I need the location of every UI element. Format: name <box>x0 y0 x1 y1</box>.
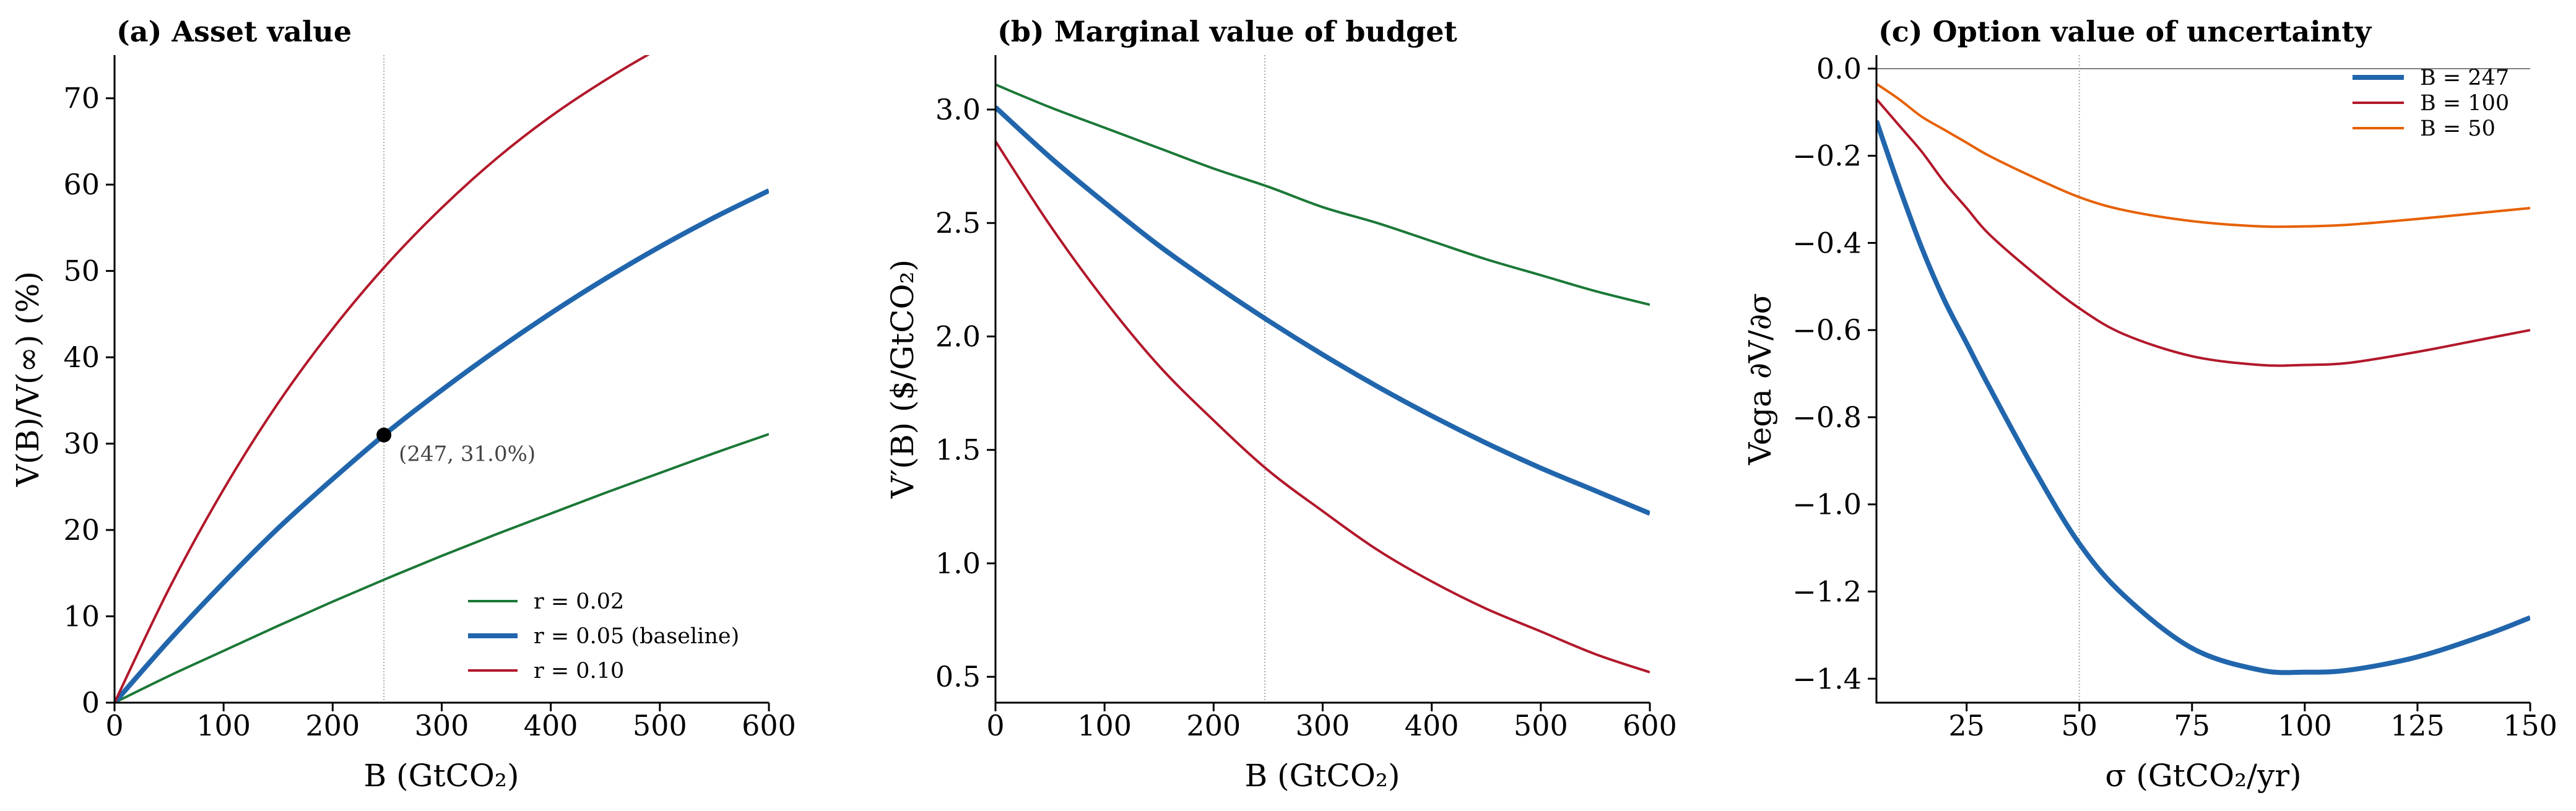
x-tick-label: 200 <box>1186 709 1241 742</box>
panel-title: (a) Asset value <box>116 15 352 48</box>
series-line-1 <box>995 105 1650 516</box>
y-tick-label: 0.0 <box>1816 52 1862 85</box>
series-line-2 <box>1876 82 2530 228</box>
x-axis-label: B (GtCO₂) <box>364 758 519 794</box>
point-annotation: (247, 31.0%) <box>399 442 536 467</box>
series-line-0 <box>1876 119 2530 675</box>
y-tick-label: 3.0 <box>935 93 981 126</box>
y-tick-label: −1.4 <box>1792 662 1862 695</box>
y-tick-label: 0.5 <box>935 660 981 693</box>
y-axis-label: V(B)/V(∞) (%) <box>10 271 46 487</box>
panel-marginal-value: (b) Marginal value of budget B (GtCO₂) V… <box>885 15 1677 794</box>
x-tick-label: 600 <box>742 709 796 742</box>
x-tick-label: 25 <box>1948 709 1985 742</box>
y-tick-label: −0.2 <box>1792 139 1862 173</box>
panel-title: (c) Option value of uncertainty <box>1878 15 2372 48</box>
y-axis-label: V′(B) ($/GtCO₂) <box>885 259 921 499</box>
x-tick-label: 500 <box>1514 709 1568 742</box>
y-tick-label: 0 <box>82 686 100 719</box>
legend: r = 0.02 r = 0.05 (baseline) r = 0.10 <box>468 589 739 683</box>
y-tick-label: −0.4 <box>1792 226 1862 259</box>
series-group <box>115 55 769 703</box>
y-tick-label: 40 <box>63 340 100 374</box>
y-tick-label: −1.0 <box>1792 488 1862 521</box>
x-tick-label: 150 <box>2503 709 2557 742</box>
legend-label: r = 0.05 (baseline) <box>534 624 739 649</box>
highlight-point <box>376 427 392 443</box>
y-tick-label: −1.2 <box>1792 575 1862 609</box>
series-line-0 <box>995 83 1650 306</box>
y-tick-label: 30 <box>63 427 100 461</box>
x-axis-label: B (GtCO₂) <box>1245 758 1400 794</box>
x-tick-label: 100 <box>196 709 251 742</box>
y-tick-label: 1.5 <box>935 433 981 467</box>
y-tick-label: −0.6 <box>1792 313 1862 347</box>
y-tick-label: 2.0 <box>935 319 981 353</box>
legend-label: B = 100 <box>2420 91 2509 116</box>
y-tick-label: 1.0 <box>935 547 981 580</box>
x-tick-label: 75 <box>2174 709 2211 742</box>
x-tick-label: 0 <box>986 709 1004 742</box>
panel-asset-value: (a) Asset value B (GtCO₂) V(B)/V(∞) (%) … <box>10 15 796 794</box>
x-tick-label: 50 <box>2061 709 2097 742</box>
series-line-1 <box>115 188 769 703</box>
panel-option-value: (c) Option value of uncertainty σ (GtCO₂… <box>1742 15 2557 794</box>
series-line-1 <box>1876 98 2530 367</box>
series-group <box>1876 82 2530 675</box>
series-line-2 <box>115 55 650 703</box>
x-tick-label: 500 <box>633 709 687 742</box>
panel-title: (b) Marginal value of budget <box>997 15 1457 48</box>
y-tick-label: −0.8 <box>1792 401 1862 434</box>
legend-label: r = 0.10 <box>534 659 624 683</box>
legend-label: r = 0.02 <box>534 589 624 614</box>
x-tick-label: 125 <box>2390 709 2445 742</box>
series-line-2 <box>995 141 1650 674</box>
x-tick-label: 300 <box>1296 709 1350 742</box>
x-tick-label: 300 <box>415 709 469 742</box>
series-group <box>995 83 1650 674</box>
y-tick-label: 70 <box>63 82 100 115</box>
x-tick-label: 600 <box>1623 709 1677 742</box>
y-tick-label: 60 <box>63 168 100 201</box>
y-axis-label: Vega ∂V/∂σ <box>1742 293 1778 466</box>
series-line-0 <box>115 433 769 703</box>
y-tick-label: 2.5 <box>935 206 981 240</box>
legend-label: B = 247 <box>2420 66 2509 90</box>
x-tick-label: 100 <box>2278 709 2332 742</box>
x-tick-label: 400 <box>1405 709 1459 742</box>
y-tick-label: 50 <box>63 254 100 288</box>
legend-label: B = 50 <box>2420 116 2496 141</box>
x-tick-label: 100 <box>1077 709 1132 742</box>
x-tick-label: 0 <box>105 709 123 742</box>
y-tick-label: 20 <box>63 513 100 547</box>
y-tick-label: 10 <box>63 600 100 633</box>
x-tick-label: 200 <box>305 709 360 742</box>
x-axis-label: σ (GtCO₂/yr) <box>2105 758 2301 794</box>
x-tick-label: 400 <box>524 709 578 742</box>
